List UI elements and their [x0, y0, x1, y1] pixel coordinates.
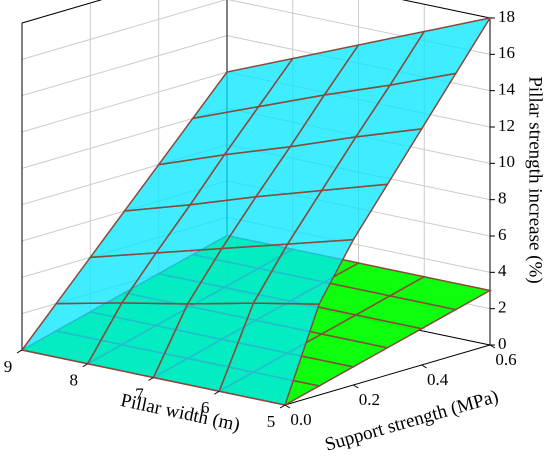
- axis-line: [401, 0, 491, 19]
- x-tick-label: 0.4: [427, 370, 449, 389]
- grid-line: [21, 0, 103, 24]
- x-tick-label: 0.6: [495, 350, 516, 369]
- y-tick-label: 7: [135, 384, 144, 403]
- axis-line: [284, 344, 491, 406]
- y-tick-label: 5: [267, 412, 276, 431]
- z-tick-label: 0: [498, 334, 507, 353]
- x-tick-label: 0.2: [359, 390, 380, 409]
- x-tick-label: 0.0: [290, 410, 311, 429]
- surface-cell: [388, 16, 492, 87]
- z-tick-label: 14: [498, 80, 516, 99]
- y-tick: [279, 404, 286, 409]
- z-tick-label: 6: [498, 225, 507, 244]
- z-axis-label: Pillar strength increase (%): [525, 76, 546, 283]
- grid-line: [21, 71, 228, 133]
- y-tick-label: 8: [70, 371, 79, 390]
- y-tick-label: 6: [201, 398, 210, 417]
- axis-line: [21, 0, 103, 24]
- z-tick-label: 8: [498, 189, 507, 208]
- z-tick-label: 18: [498, 7, 515, 26]
- z-tick-label: 4: [498, 261, 507, 280]
- y-tick: [82, 363, 89, 368]
- y-tick: [148, 377, 154, 381]
- z-tick-label: 12: [498, 116, 515, 135]
- surface-cell: [387, 275, 493, 311]
- z-tick-label: 16: [498, 43, 515, 62]
- y-tick: [16, 349, 23, 354]
- grid-line: [21, 0, 227, 60]
- surface: [20, 16, 492, 406]
- z-tick-label: 2: [498, 298, 507, 317]
- x-tick: [353, 384, 359, 389]
- y-tick-label: 9: [4, 357, 13, 376]
- x-tick: [421, 364, 427, 369]
- y-tick: [213, 390, 220, 395]
- grid-line: [21, 35, 228, 97]
- x-axis-label: Support strength (MPa): [323, 386, 501, 456]
- z-tick-label: 10: [498, 152, 515, 171]
- x-tick: [284, 404, 291, 409]
- x-tick: [489, 344, 496, 349]
